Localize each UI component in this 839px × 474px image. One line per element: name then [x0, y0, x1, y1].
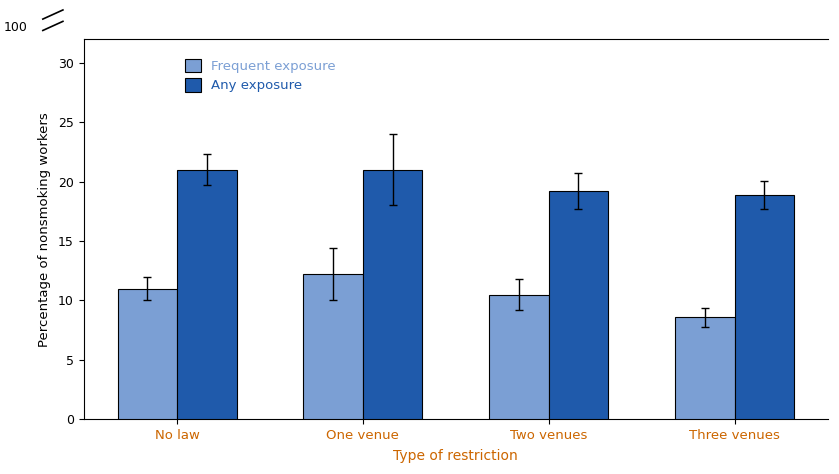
Bar	[735, 195, 794, 419]
Bar	[675, 317, 735, 419]
Bar	[363, 170, 422, 419]
Bar	[117, 289, 177, 419]
Text: 100: 100	[4, 20, 28, 34]
Legend: Frequent exposure, Any exposure: Frequent exposure, Any exposure	[180, 54, 341, 98]
Bar	[304, 274, 363, 419]
Bar	[177, 170, 237, 419]
Y-axis label: Percentage of nonsmoking workers: Percentage of nonsmoking workers	[39, 112, 51, 346]
X-axis label: Type of restriction: Type of restriction	[393, 449, 519, 463]
Bar	[549, 191, 608, 419]
Bar	[489, 294, 549, 419]
